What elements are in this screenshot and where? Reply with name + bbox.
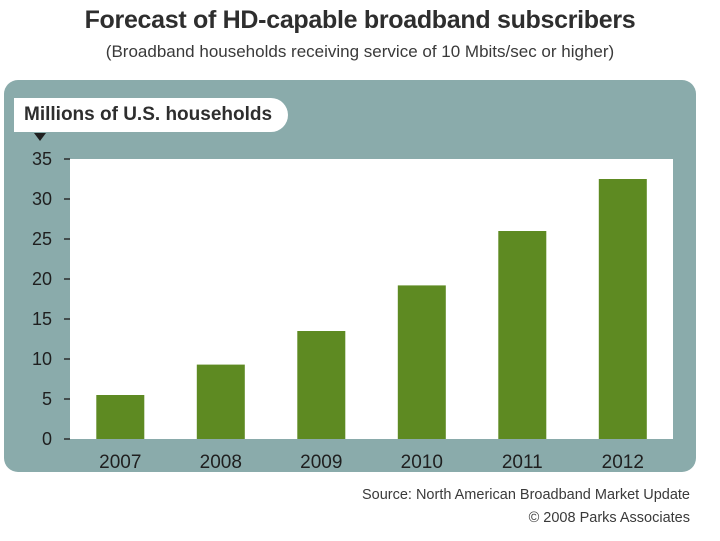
bar-2011 (498, 231, 547, 439)
y-tick-label: 35 (32, 149, 52, 169)
x-tick-label: 2012 (602, 452, 644, 473)
x-tick-label: 2009 (300, 452, 342, 473)
y-tick-label: 25 (32, 229, 52, 249)
x-tick-label: 2011 (502, 452, 543, 473)
y-tick-label: 15 (32, 309, 52, 329)
chart-title: Forecast of HD-capable broadband subscri… (84, 6, 636, 34)
bar-2009 (297, 331, 346, 439)
x-tick-label: 2007 (99, 452, 141, 473)
y-tick-label: 20 (32, 269, 52, 289)
copyright-line: © 2008 Parks Associates (528, 510, 690, 526)
x-tick-label: 2010 (401, 452, 443, 473)
y-tick-label: 0 (42, 429, 52, 449)
plot-area (70, 159, 673, 439)
bar-2007 (96, 395, 145, 439)
bar-2010 (397, 285, 446, 439)
y-tick-label: 5 (42, 389, 52, 409)
bar-2008 (196, 364, 245, 439)
chart-subtitle: (Broadband households receiving service … (105, 42, 615, 61)
y-axis-label: Millions of U.S. households (14, 98, 289, 132)
y-tick-label: 10 (32, 349, 52, 369)
bar-2012 (598, 179, 647, 439)
source-line: Source: North American Broadband Market … (361, 487, 690, 503)
y-axis-arrow-icon (34, 133, 46, 141)
x-tick-label: 2008 (200, 452, 242, 473)
y-tick-label: 30 (32, 189, 52, 209)
source-note: Source: North American Broadband Market … (362, 484, 690, 530)
